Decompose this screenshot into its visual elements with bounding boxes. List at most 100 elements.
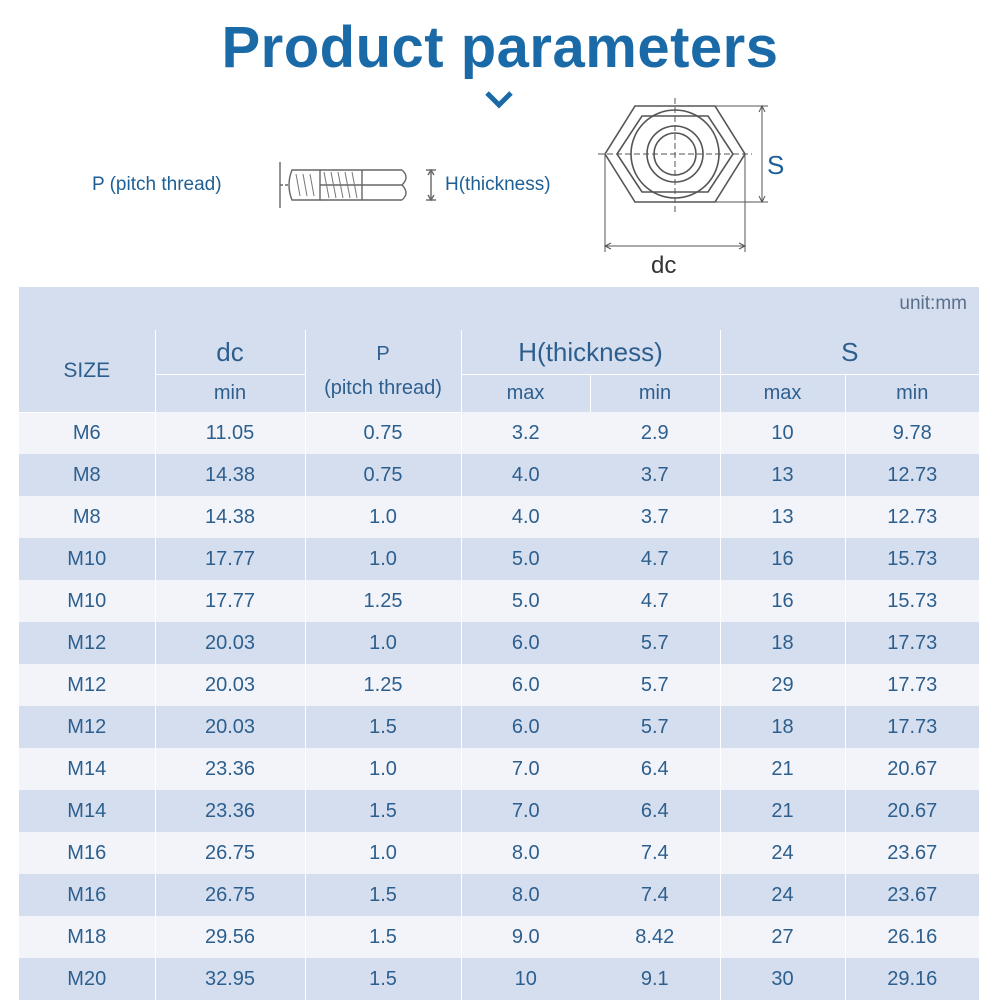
cell-dc-min: 20.03 [155, 664, 306, 706]
cell-pitch: 1.0 [305, 748, 462, 790]
cell-h-max: 8.0 [461, 874, 590, 916]
cell-size: M16 [19, 832, 156, 874]
cell-s-min: 23.67 [845, 874, 980, 916]
col-header-s: S [719, 330, 980, 375]
cell-s-max: 27 [720, 916, 846, 958]
unit-label: unit:mm [899, 293, 967, 314]
cell-s-min: 12.73 [845, 496, 980, 538]
col-header-size: SIZE [19, 330, 156, 413]
table-row: M12 20.03 1.0 6.0 5.7 18 17.73 [19, 622, 980, 664]
cell-pitch: 1.5 [305, 958, 462, 1000]
cell-s-min: 15.73 [845, 538, 980, 580]
cell-dc-min: 11.05 [155, 412, 306, 454]
col-subheader-s-max: max [719, 374, 846, 412]
cell-s-max: 24 [720, 832, 846, 874]
cell-h-min: 5.7 [590, 706, 721, 748]
cell-size: M10 [19, 580, 156, 622]
cell-h-max: 7.0 [461, 748, 590, 790]
cell-pitch: 1.5 [305, 706, 462, 748]
pitch-header-line2: (pitch thread) [324, 376, 442, 399]
parameters-table: SIZE dc P (pitch thread) H(thickness) S … [19, 330, 980, 1000]
thickness-label: H(thickness) [445, 174, 551, 195]
cell-h-max: 8.0 [461, 832, 590, 874]
col-subheader-h-max: max [461, 374, 590, 412]
cell-size: M12 [19, 622, 156, 664]
cell-h-min: 3.7 [590, 496, 721, 538]
table-row: M8 14.38 1.0 4.0 3.7 13 12.73 [19, 496, 980, 538]
cell-h-max: 4.0 [461, 496, 590, 538]
cell-h-max: 9.0 [461, 916, 590, 958]
cell-h-max: 4.0 [461, 454, 590, 496]
pitch-header-line1: P [376, 342, 390, 365]
cell-pitch: 1.0 [305, 496, 462, 538]
cell-s-min: 20.67 [845, 790, 980, 832]
cell-size: M14 [19, 748, 156, 790]
cell-h-min: 7.4 [590, 874, 721, 916]
table-row: M12 20.03 1.25 6.0 5.7 29 17.73 [19, 664, 980, 706]
cell-size: M16 [19, 874, 156, 916]
table-row: M10 17.77 1.25 5.0 4.7 16 15.73 [19, 580, 980, 622]
cell-dc-min: 23.36 [155, 790, 306, 832]
table-row: M10 17.77 1.0 5.0 4.7 16 15.73 [19, 538, 980, 580]
cell-s-min: 29.16 [845, 958, 980, 1000]
cell-s-min: 17.73 [845, 706, 980, 748]
cell-dc-min: 20.03 [155, 622, 306, 664]
cell-size: M10 [19, 538, 156, 580]
page-title: Product parameters [221, 15, 779, 80]
cell-pitch: 1.5 [305, 874, 462, 916]
cell-h-max: 6.0 [461, 664, 590, 706]
cell-dc-min: 14.38 [155, 496, 306, 538]
cell-size: M14 [19, 790, 156, 832]
cell-s-max: 21 [720, 790, 846, 832]
cell-h-min: 5.7 [590, 622, 721, 664]
col-subheader-h-min: min [589, 374, 721, 412]
table-row: M14 23.36 1.0 7.0 6.4 21 20.67 [19, 748, 980, 790]
col-header-pitch: P (pitch thread) [304, 330, 462, 413]
cell-s-max: 30 [720, 958, 846, 1000]
chevron-down-icon [485, 91, 513, 109]
cell-h-min: 2.9 [590, 412, 721, 454]
cell-h-min: 7.4 [590, 832, 721, 874]
cell-h-min: 6.4 [590, 790, 721, 832]
cell-s-min: 17.73 [845, 664, 980, 706]
table-body: M6 11.05 0.75 3.2 2.9 10 9.78 M8 14.38 0.75 4.0 3.7… [19, 412, 980, 1000]
table-row: M8 14.38 0.75 4.0 3.7 13 12.73 [19, 454, 980, 496]
table-row: M16 26.75 1.0 8.0 7.4 24 23.67 [19, 832, 980, 874]
cell-h-min: 6.4 [590, 748, 721, 790]
cell-s-max: 29 [720, 664, 846, 706]
cell-h-min: 3.7 [590, 454, 721, 496]
col-subheader-dc-min: min [154, 374, 305, 412]
cell-h-max: 6.0 [461, 622, 590, 664]
cell-h-max: 6.0 [461, 706, 590, 748]
cell-pitch: 0.75 [305, 454, 462, 496]
cell-dc-min: 32.95 [155, 958, 306, 1000]
cell-s-min: 9.78 [845, 412, 980, 454]
cell-pitch: 1.25 [305, 580, 462, 622]
cell-h-max: 7.0 [461, 790, 590, 832]
cell-s-max: 13 [720, 496, 846, 538]
cell-pitch: 1.5 [305, 916, 462, 958]
cell-dc-min: 23.36 [155, 748, 306, 790]
col-header-thickness: H(thickness) [461, 330, 721, 375]
cell-s-max: 16 [720, 580, 846, 622]
cell-size: M12 [19, 664, 156, 706]
cell-h-max: 10 [461, 958, 590, 1000]
dc-dimension-label: dc [651, 252, 677, 279]
cell-pitch: 1.5 [305, 790, 462, 832]
cell-dc-min: 29.56 [155, 916, 306, 958]
nut-side-view-icon [279, 162, 436, 208]
table-row: M14 23.36 1.5 7.0 6.4 21 20.67 [19, 790, 980, 832]
cell-s-max: 16 [720, 538, 846, 580]
cell-dc-min: 26.75 [155, 874, 306, 916]
col-header-dc: dc [154, 330, 305, 375]
pitch-thread-label: P (pitch thread) [92, 174, 222, 195]
cell-size: M18 [19, 916, 156, 958]
cell-h-min: 8.42 [590, 916, 721, 958]
cell-pitch: 1.0 [305, 538, 462, 580]
cell-pitch: 1.25 [305, 664, 462, 706]
hex-nut-top-view-icon [598, 98, 768, 252]
cell-dc-min: 20.03 [155, 706, 306, 748]
cell-dc-min: 14.38 [155, 454, 306, 496]
cell-h-min: 9.1 [590, 958, 721, 1000]
s-dimension-label: S [767, 150, 785, 180]
